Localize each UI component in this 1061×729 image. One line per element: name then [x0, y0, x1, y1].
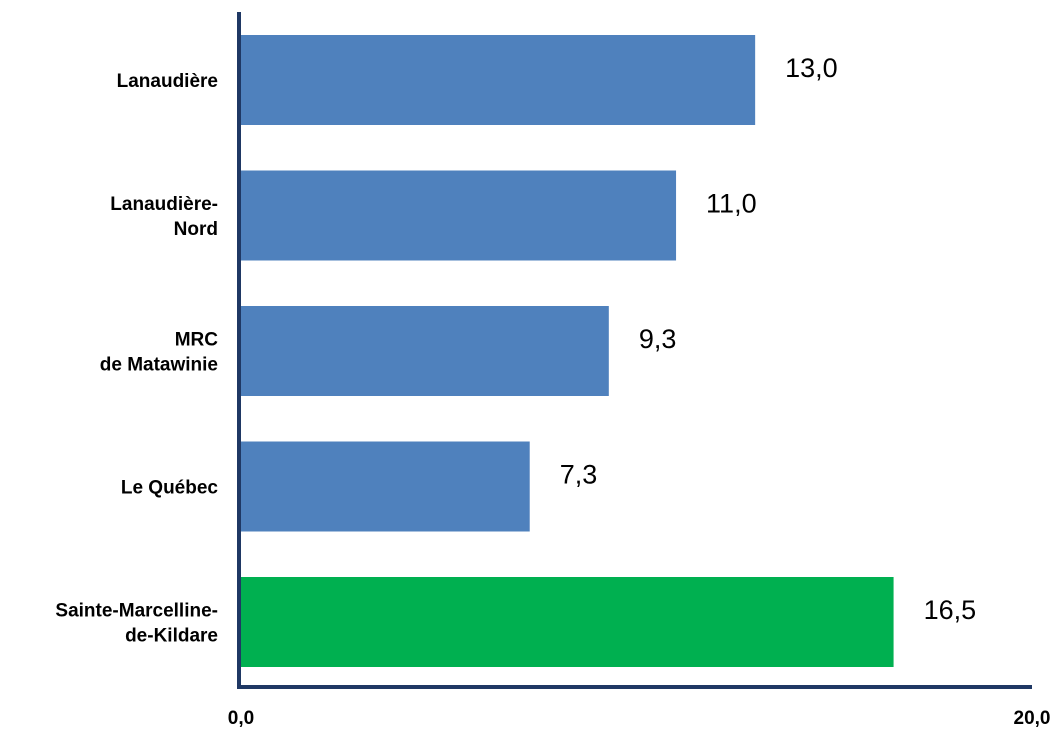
category-label-line: Lanaudière- — [110, 194, 218, 215]
category-label-line: de-Kildare — [125, 626, 218, 647]
value-label-0: 13,0 — [785, 53, 838, 83]
category-label-line: Nord — [174, 219, 218, 240]
bars-group — [241, 35, 894, 667]
bar-0 — [241, 35, 756, 125]
bar-1 — [241, 170, 677, 261]
value-label-2: 9,3 — [639, 324, 677, 354]
category-label-4: Sainte-Marcelline-de-Kildare — [55, 601, 218, 647]
value-label-4: 16,5 — [924, 595, 977, 625]
bar-3 — [241, 441, 530, 532]
x-tick-label-max: 20,0 — [1014, 708, 1051, 729]
x-tick-label-min: 0,0 — [228, 708, 254, 729]
category-label-line: de Matawinie — [100, 355, 218, 376]
value-label-1: 11,0 — [706, 189, 757, 219]
bar-2 — [241, 306, 609, 396]
category-label-line: Lanaudière — [117, 71, 218, 92]
category-label-line: MRC — [175, 330, 219, 351]
category-label-line: Sainte-Marcelline- — [55, 601, 218, 622]
value-labels: 13,0 11,0 9,3 7,3 16,5 — [560, 53, 976, 625]
category-label-line: Le Québec — [121, 478, 219, 499]
category-labels: Lanaudière Lanaudière- Nord MRC de Matawinie… — [55, 71, 218, 647]
category-label-2: MRC de Matawinie — [100, 330, 219, 376]
category-label-1: Lanaudière- Nord — [110, 194, 218, 240]
category-label-0: Lanaudière — [117, 71, 218, 92]
bar-4 — [241, 577, 894, 667]
category-label-3: Le Québec — [121, 478, 219, 499]
value-label-3: 7,3 — [560, 460, 598, 490]
